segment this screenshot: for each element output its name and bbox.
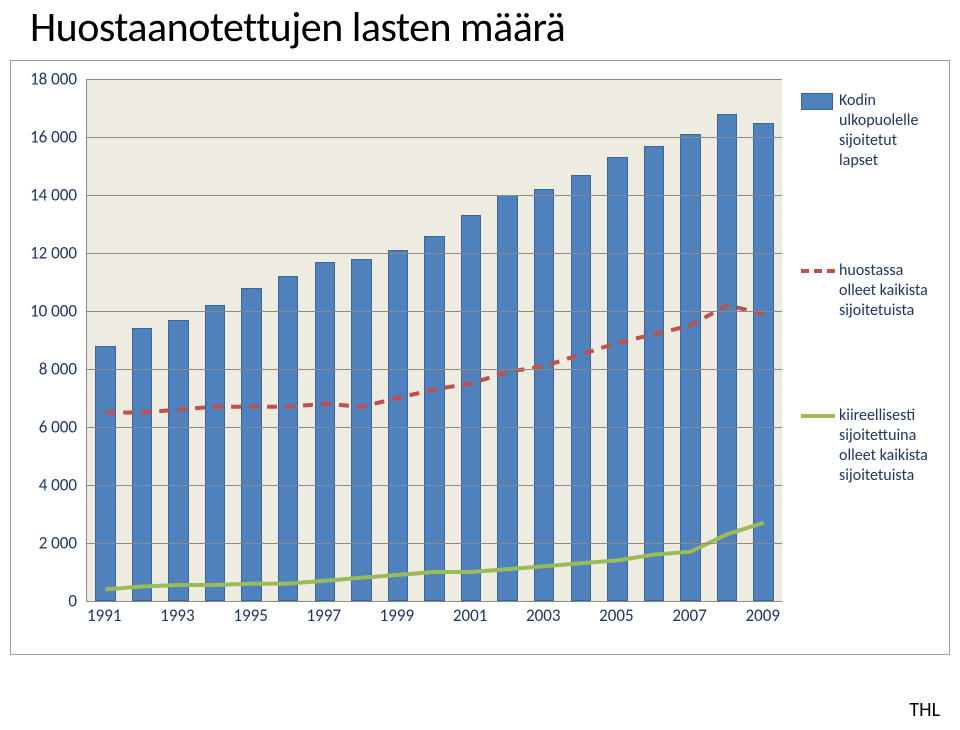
y-axis-label: 4 000 bbox=[17, 475, 77, 496]
line-kiireellisesti bbox=[105, 523, 763, 590]
y-axis-label: 0 bbox=[17, 591, 77, 612]
legend-item-kiireellisesti: kiireellisesti sijoitettuina olleet kaik… bbox=[801, 406, 946, 486]
gridline bbox=[87, 543, 782, 544]
chart-frame: Kodin ulkopuolelle sijoitetut lapset huo… bbox=[10, 60, 950, 655]
x-axis-label: 2007 bbox=[672, 605, 706, 626]
gridline bbox=[87, 137, 782, 138]
legend-bars-label: Kodin ulkopuolelle sijoitetut lapset bbox=[839, 91, 939, 171]
gridline bbox=[87, 79, 782, 80]
x-axis-label: 1993 bbox=[160, 605, 194, 626]
legend-huostassa-label: huostassa olleet kaikista sijoitetuista bbox=[839, 261, 939, 321]
legend-kiire-label: kiireellisesti sijoitettuina olleet kaik… bbox=[839, 406, 939, 486]
legend-dash-swatch bbox=[801, 269, 835, 273]
y-axis-label: 16 000 bbox=[17, 127, 77, 148]
gridline bbox=[87, 369, 782, 370]
y-axis-label: 18 000 bbox=[17, 69, 77, 90]
gridline bbox=[87, 485, 782, 486]
legend-item-bars: Kodin ulkopuolelle sijoitetut lapset bbox=[801, 91, 946, 171]
line-huostassa bbox=[105, 305, 763, 412]
gridline bbox=[87, 311, 782, 312]
y-axis-label: 14 000 bbox=[17, 185, 77, 206]
gridline bbox=[87, 427, 782, 428]
legend-bar-swatch bbox=[801, 93, 833, 110]
x-axis-label: 2005 bbox=[599, 605, 633, 626]
x-axis-label: 1991 bbox=[87, 605, 121, 626]
y-axis-label: 8 000 bbox=[17, 359, 77, 380]
gridline bbox=[87, 195, 782, 196]
legend-item-huostassa: huostassa olleet kaikista sijoitetuista bbox=[801, 261, 946, 321]
x-axis-label: 1999 bbox=[380, 605, 414, 626]
gridline bbox=[87, 253, 782, 254]
x-axis-label: 2009 bbox=[745, 605, 779, 626]
y-axis-label: 12 000 bbox=[17, 243, 77, 264]
page-title: Huostaanotettujen lasten määrä bbox=[0, 0, 960, 53]
x-axis-label: 1995 bbox=[233, 605, 267, 626]
y-axis-label: 10 000 bbox=[17, 301, 77, 322]
chart-lines-layer bbox=[87, 79, 782, 601]
y-axis-label: 2 000 bbox=[17, 533, 77, 554]
x-axis-label: 2003 bbox=[526, 605, 560, 626]
chart-plot-area bbox=[86, 79, 782, 602]
source-label: THL bbox=[909, 698, 940, 722]
x-axis-label: 2001 bbox=[453, 605, 487, 626]
y-axis-label: 6 000 bbox=[17, 417, 77, 438]
x-axis-label: 1997 bbox=[307, 605, 341, 626]
legend-solid-swatch bbox=[801, 414, 835, 418]
